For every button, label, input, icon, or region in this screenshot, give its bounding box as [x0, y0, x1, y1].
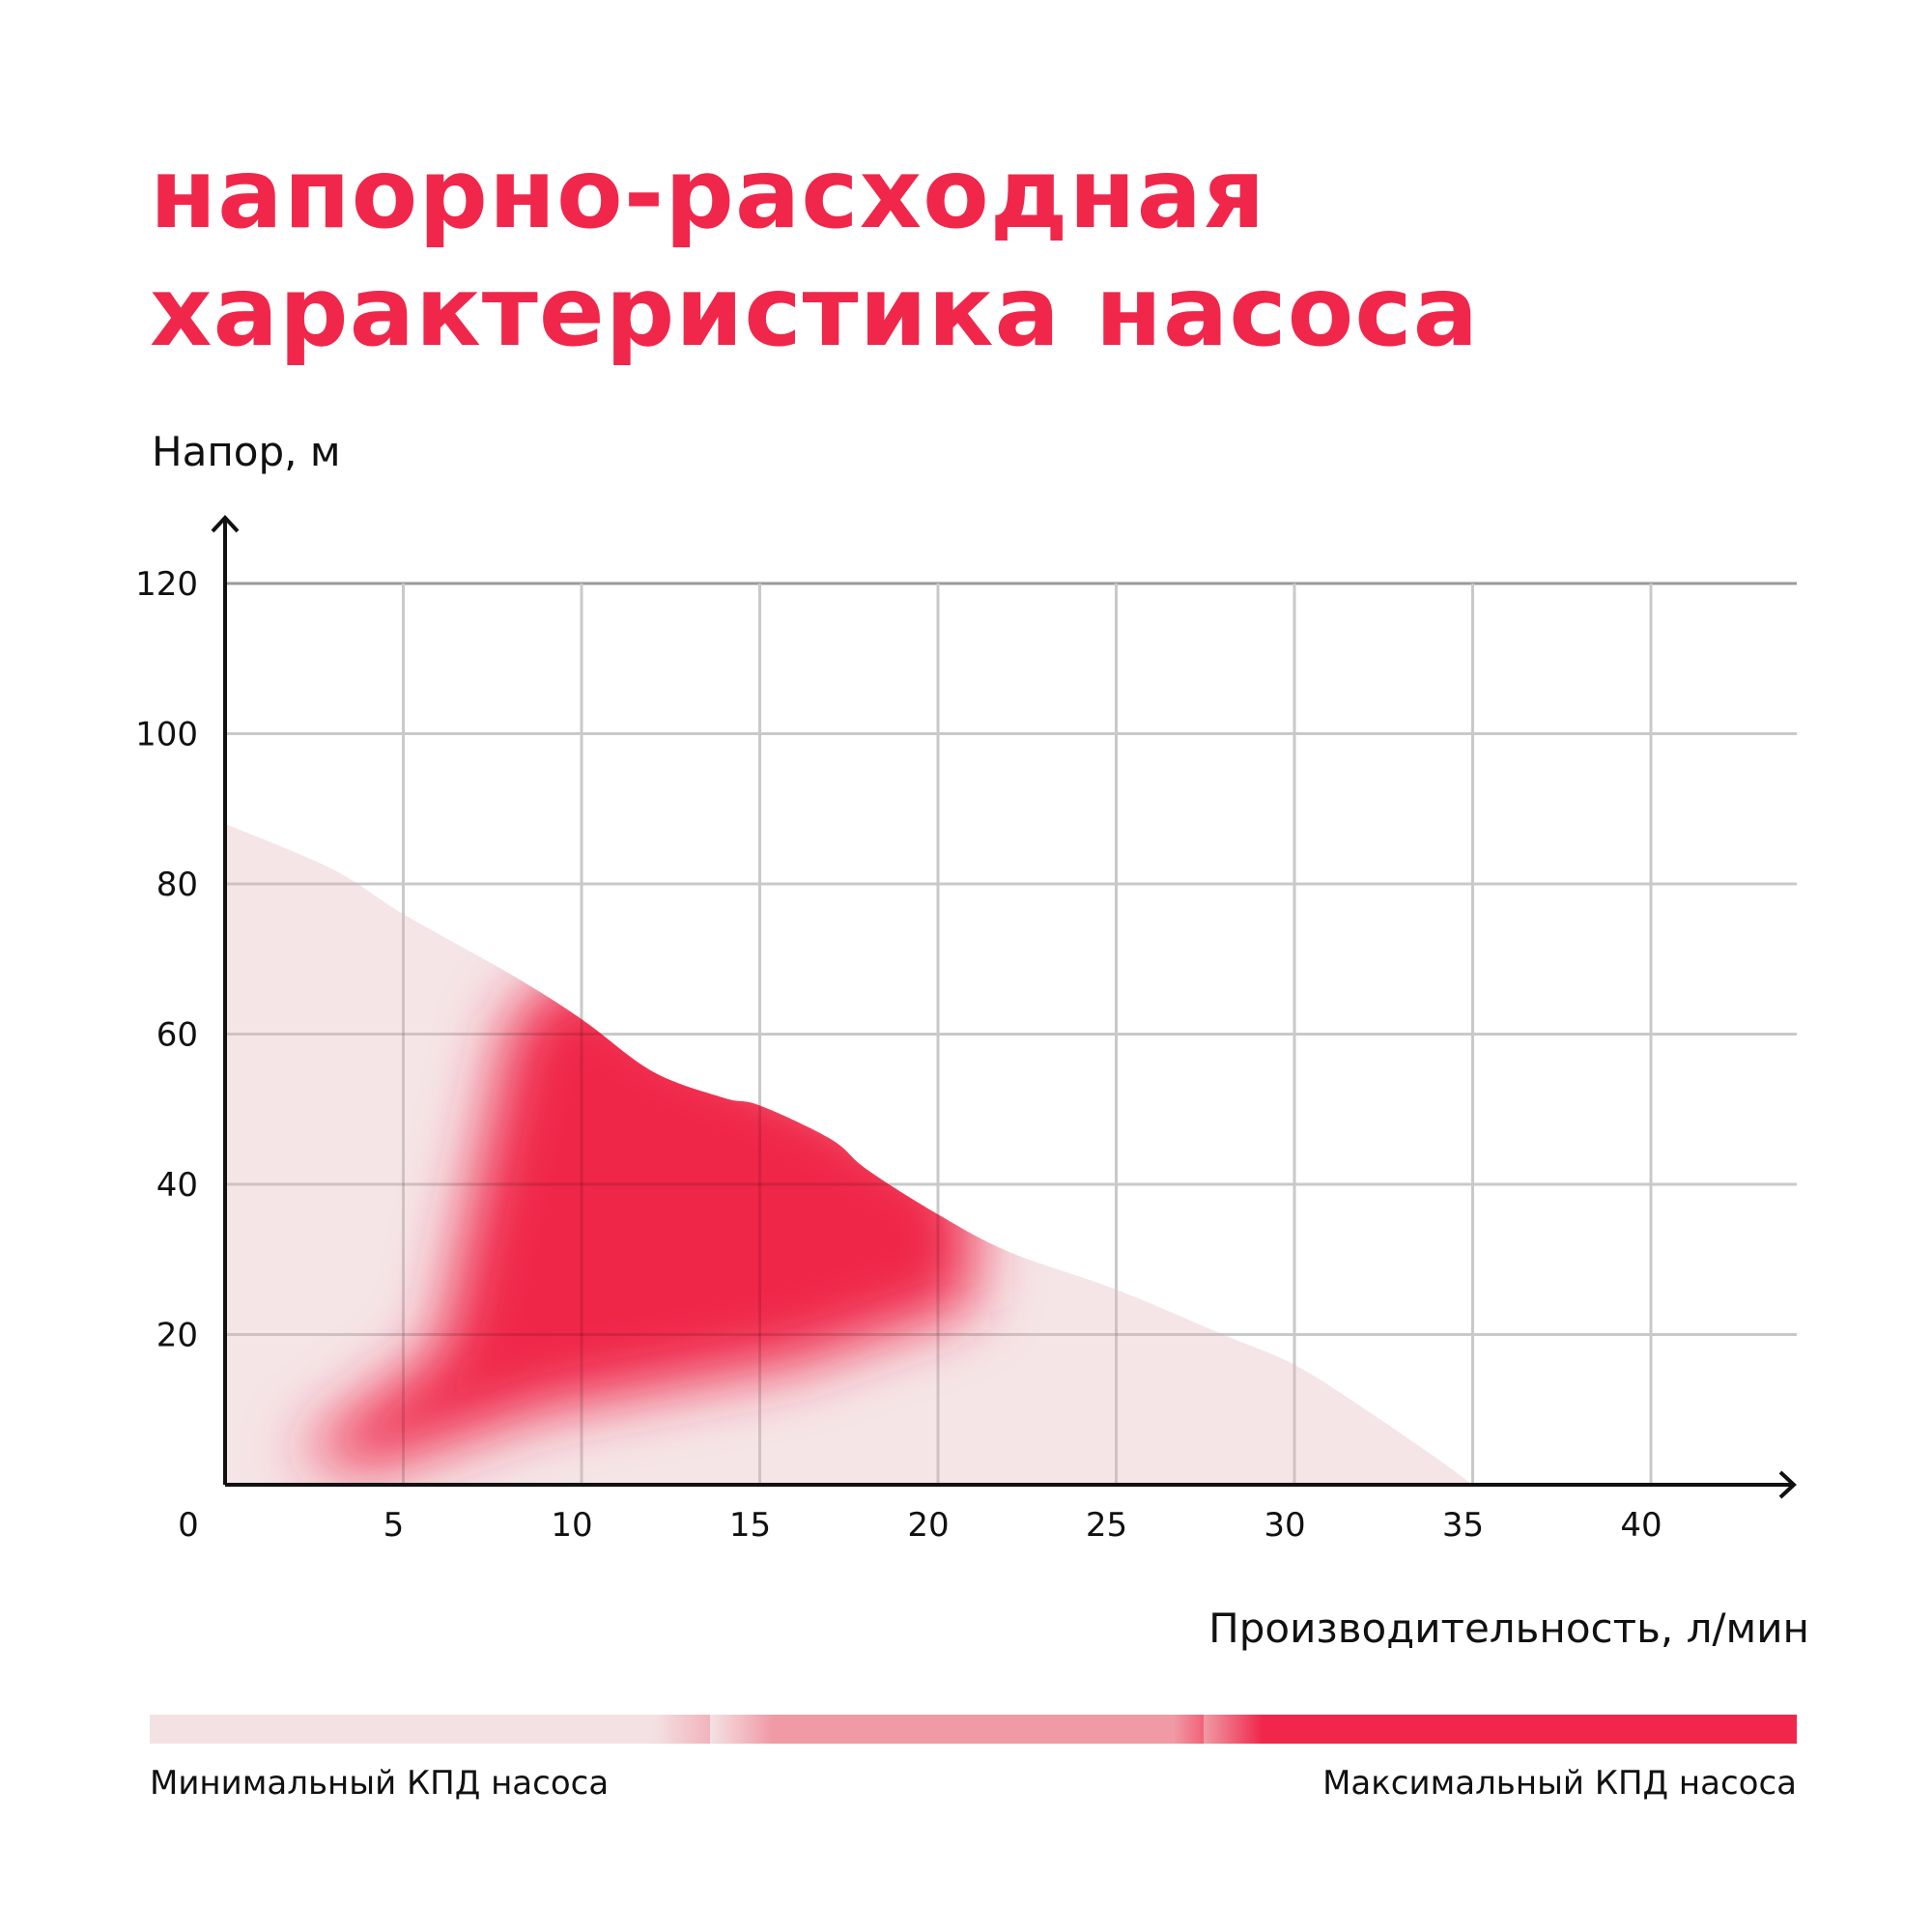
x-tick-35: 35 [1442, 1506, 1484, 1545]
tick-labels: 20 40 60 80 100 120 0 5 10 15 20 25 30 35 40 [135, 565, 1662, 1545]
x-tick-5: 5 [384, 1506, 405, 1545]
page-title: напорно-расходная характеристика насоса [150, 135, 1479, 371]
y-tick-20: 20 [156, 1317, 198, 1355]
y-tick-80: 80 [156, 866, 198, 904]
y-tick-60: 60 [156, 1016, 198, 1055]
x-tick-20: 20 [907, 1506, 949, 1545]
efficiency-legend-bar [150, 1715, 1797, 1744]
x-tick-25: 25 [1086, 1506, 1127, 1545]
legend-min-label: Минимальный КПД насоса [150, 1764, 610, 1803]
legend-max-label: Максимальный КПД насоса [1322, 1764, 1797, 1803]
y-tick-120: 120 [135, 565, 198, 604]
legend-segment-min [150, 1715, 743, 1744]
x-axis-label: Производительность, л/мин [1208, 1605, 1809, 1652]
y-axis-arrow [211, 515, 240, 533]
x-axis-arrow [1778, 1470, 1797, 1499]
x-tick-15: 15 [729, 1506, 771, 1545]
x-tick-40: 40 [1620, 1506, 1662, 1545]
efficiency-area [225, 823, 1473, 1485]
x-tick-30: 30 [1264, 1506, 1305, 1545]
x-tick-10: 10 [551, 1506, 592, 1545]
axes [211, 515, 1797, 1499]
y-axis-label: Напор, м [152, 428, 341, 475]
title-line-2: характеристика насоса [150, 255, 1480, 368]
legend-segment-mid [709, 1715, 1237, 1744]
x-tick-0: 0 [178, 1506, 199, 1545]
y-tick-40: 40 [156, 1166, 198, 1205]
title-line-1: напорно-расходная [150, 137, 1266, 250]
y-tick-100: 100 [135, 716, 198, 754]
legend-segment-max [1204, 1715, 1797, 1744]
